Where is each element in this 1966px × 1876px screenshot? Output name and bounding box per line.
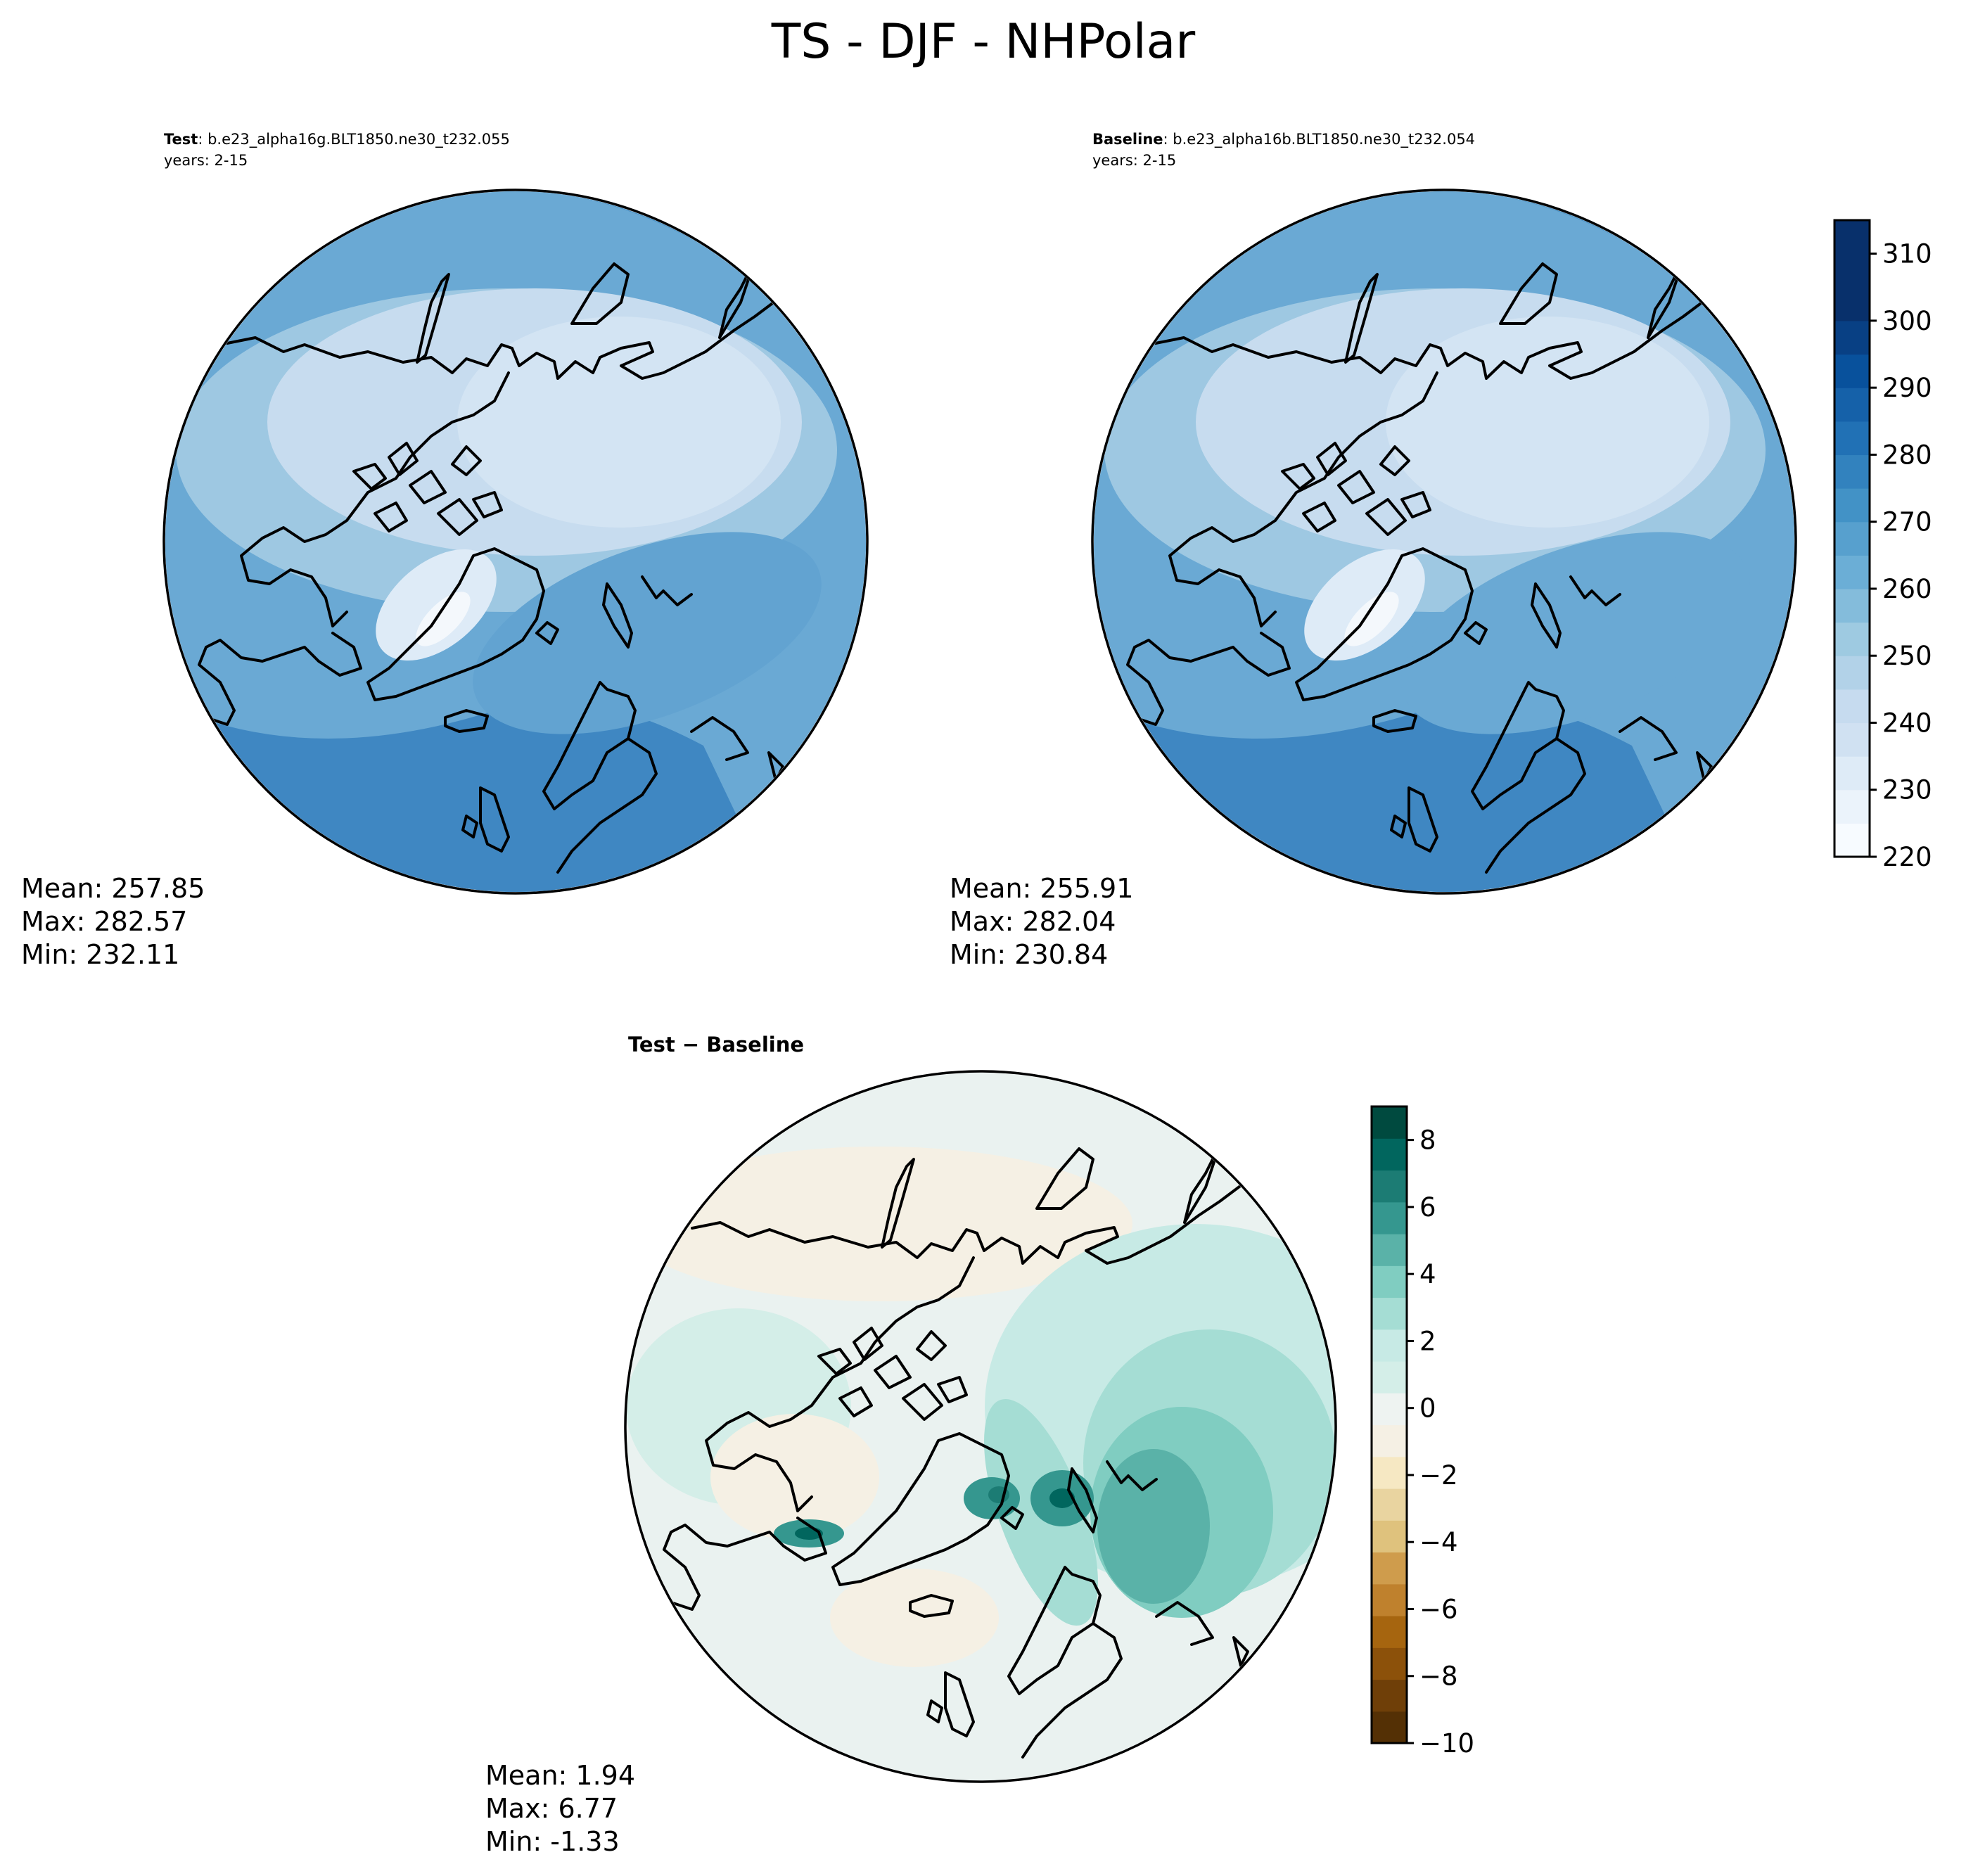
colorbar-tick-label: 0: [1419, 1393, 1436, 1424]
colorbar-band: [1372, 1583, 1407, 1616]
colorbar-band: [1834, 421, 1870, 456]
colorbar-band: [1834, 454, 1870, 489]
test-mean: Mean: 257.85: [21, 873, 205, 904]
colorbar-tick-label: 290: [1882, 373, 1932, 403]
colorbar-band: [1834, 689, 1870, 724]
colorbar-tick-label: 4: [1419, 1259, 1436, 1289]
colorbar-band: [1372, 1552, 1407, 1585]
figure-title: TS - DJF - NHPolar: [771, 14, 1196, 70]
colorbar-tick-label: −2: [1419, 1460, 1458, 1491]
colorbar-band: [1372, 1616, 1407, 1648]
colorbar-tick-label: −6: [1419, 1594, 1458, 1624]
colorbar-band: [1372, 1138, 1407, 1171]
colorbar-band: [1372, 1201, 1407, 1234]
baseline-mean: Mean: 255.91: [950, 873, 1133, 904]
test-header-bold: Test: [164, 131, 198, 148]
diff-max: Max: 6.77: [485, 1793, 618, 1824]
colorbar-absolute: 310 300 290 280 270 260 250 240 230 220: [1833, 219, 1932, 872]
colorbar-tick-label: 260: [1882, 574, 1932, 604]
panel-diff: Test − Baseline Mean: 1.94 Max: 6.77 Min…: [485, 1033, 1337, 1857]
colorbar-absolute-ticks: 310 300 290 280 270 260 250 240 230 220: [1870, 239, 1932, 872]
colorbar-band: [1372, 1647, 1407, 1680]
colorbar-band: [1834, 354, 1870, 388]
colorbar-tick-label: 220: [1882, 842, 1932, 872]
colorbar-difference-bands: [1372, 1106, 1407, 1744]
colorbar-difference: 8 6 4 2 0 −2 −4 −6 −8 −10: [1370, 1105, 1474, 1759]
baseline-map: [1094, 191, 1794, 892]
colorbar-band: [1834, 287, 1870, 321]
colorbar-band: [1372, 1234, 1407, 1266]
colorbar-band: [1372, 1711, 1407, 1744]
colorbar-tick-label: 8: [1419, 1125, 1436, 1156]
colorbar-tick-label: 6: [1419, 1192, 1436, 1223]
colorbar-band: [1834, 253, 1870, 288]
baseline-header-rest: : b.e23_alpha16b.BLT1850.ne30_t232.054: [1163, 131, 1476, 148]
test-max: Max: 282.57: [21, 906, 187, 937]
baseline-min: Min: 230.84: [950, 939, 1108, 970]
colorbar-band: [1834, 320, 1870, 355]
colorbar-band: [1372, 1297, 1407, 1330]
colorbar-band: [1372, 1393, 1407, 1426]
colorbar-tick-label: 230: [1882, 775, 1932, 805]
panel-baseline: Baseline: b.e23_alpha16b.BLT1850.ne30_t2…: [950, 131, 1797, 970]
colorbar-tick-label: 270: [1882, 507, 1932, 537]
colorbar-tick-label: 310: [1882, 239, 1932, 269]
colorbar-difference-frame: [1370, 1105, 1408, 1744]
test-min: Min: 232.11: [21, 939, 179, 970]
colorbar-tick-label: 280: [1882, 440, 1932, 470]
colorbar-band: [1372, 1170, 1407, 1203]
colorbar-band: [1372, 1361, 1407, 1393]
colorbar-band: [1834, 622, 1870, 656]
colorbar-band: [1372, 1456, 1407, 1489]
colorbar-tick-label: 300: [1882, 306, 1932, 336]
colorbar-band: [1834, 555, 1870, 589]
colorbar-absolute-frame: [1833, 219, 1871, 858]
colorbar-tick-label: 240: [1882, 708, 1932, 738]
colorbar-band: [1372, 1424, 1407, 1457]
panel-test: Test: b.e23_alpha16g.BLT1850.ne30_t232.0…: [21, 131, 869, 970]
colorbar-band: [1834, 488, 1870, 523]
colorbar-band: [1834, 388, 1870, 422]
colorbar-tick-label: 2: [1419, 1326, 1436, 1356]
colorbar-band: [1372, 1679, 1407, 1712]
diff-mean: Mean: 1.94: [485, 1760, 635, 1791]
colorbar-band: [1834, 823, 1870, 857]
colorbar-band: [1372, 1520, 1407, 1553]
colorbar-band: [1372, 1106, 1407, 1139]
test-header: Test: b.e23_alpha16g.BLT1850.ne30_t232.0…: [164, 131, 510, 148]
baseline-map-boundary: [1091, 189, 1797, 895]
baseline-max: Max: 282.04: [950, 906, 1116, 937]
colorbar-band: [1372, 1488, 1407, 1521]
colorbar-band: [1834, 656, 1870, 690]
colorbar-band: [1834, 220, 1870, 255]
test-map-boundary: [162, 189, 869, 895]
colorbar-difference-ticks: 8 6 4 2 0 −2 −4 −6 −8 −10: [1407, 1125, 1474, 1759]
colorbar-band: [1372, 1329, 1407, 1362]
colorbar-band: [1834, 722, 1870, 757]
diff-header: Test − Baseline: [628, 1033, 804, 1057]
colorbar-band: [1834, 521, 1870, 556]
colorbar-tick-label: −4: [1419, 1527, 1458, 1557]
diff-map: [627, 1073, 1334, 1780]
diff-map-boundary: [624, 1070, 1337, 1783]
colorbar-band: [1834, 588, 1870, 623]
baseline-header: Baseline: b.e23_alpha16b.BLT1850.ne30_t2…: [1092, 131, 1475, 148]
baseline-header-bold: Baseline: [1092, 131, 1163, 148]
test-map: [165, 191, 866, 892]
diff-min: Min: -1.33: [485, 1826, 620, 1857]
test-years: years: 2-15: [164, 152, 248, 169]
colorbar-band: [1372, 1265, 1407, 1298]
colorbar-tick-label: −8: [1419, 1661, 1458, 1692]
colorbar-tick-label: −10: [1419, 1728, 1474, 1759]
colorbar-band: [1834, 756, 1870, 791]
test-header-rest: : b.e23_alpha16g.BLT1850.ne30_t232.055: [198, 131, 510, 148]
colorbar-band: [1834, 789, 1870, 824]
baseline-years: years: 2-15: [1092, 152, 1176, 169]
colorbar-tick-label: 250: [1882, 641, 1932, 671]
colorbar-absolute-bands: [1834, 220, 1870, 857]
